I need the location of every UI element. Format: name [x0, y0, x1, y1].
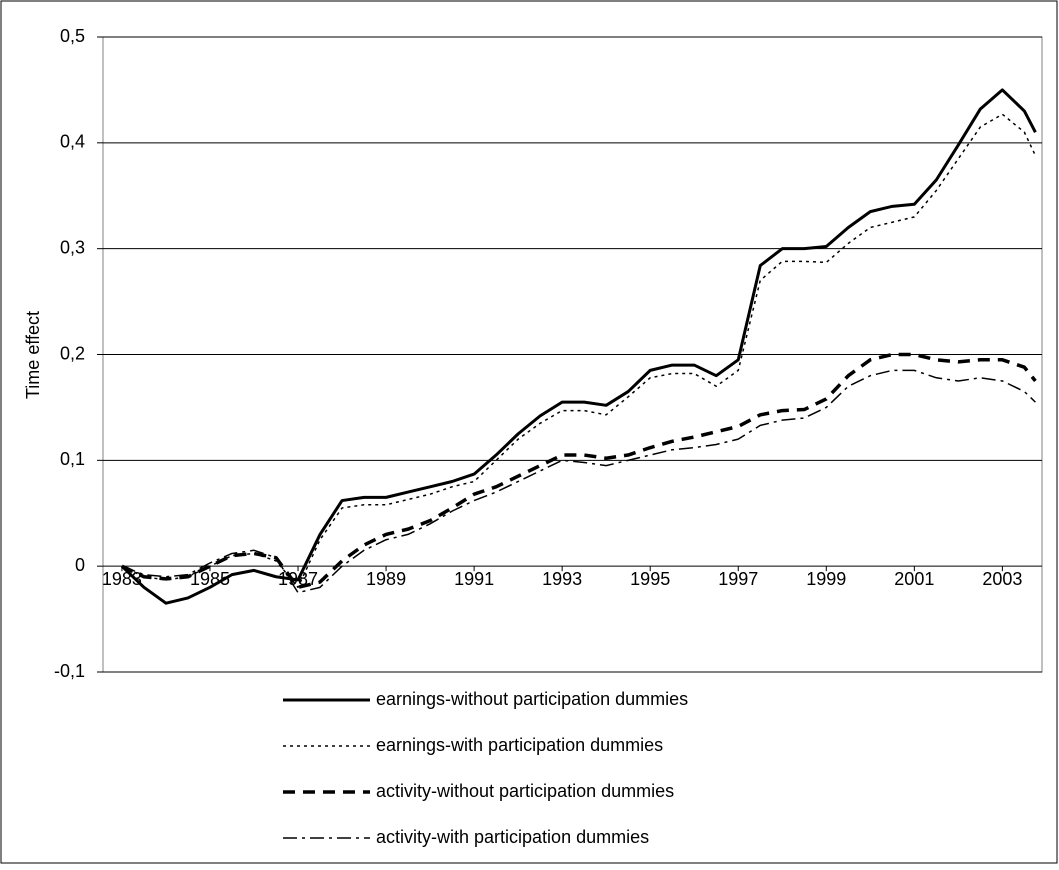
x-tick-label: 1993: [542, 569, 582, 589]
y-tick-label: 0,4: [60, 132, 85, 152]
legend-label: earnings-with participation dummies: [376, 735, 663, 755]
x-tick-label: 1991: [454, 569, 494, 589]
legend-label: earnings-without participation dummies: [376, 689, 688, 709]
y-axis-label: Time effect: [23, 311, 43, 399]
series-line: [120, 88, 1037, 605]
y-tick-label: 0: [75, 555, 85, 575]
x-tick-label: 1985: [190, 569, 230, 589]
x-tick-label: 1989: [366, 569, 406, 589]
y-tick-label: 0,2: [60, 343, 85, 363]
y-tick-label: 0,1: [60, 449, 85, 469]
y-tick-label: 0,3: [60, 237, 85, 257]
x-tick-label: 1997: [718, 569, 758, 589]
x-tick-label: 2001: [894, 569, 934, 589]
y-tick-label: 0,5: [60, 26, 85, 46]
series-line: [121, 369, 1036, 594]
y-tick-label: -0,1: [54, 661, 85, 681]
legend-label: activity-without participation dummies: [376, 781, 674, 801]
x-tick-label: 1995: [630, 569, 670, 589]
series-line: [121, 113, 1037, 589]
legend-label: activity-with participation dummies: [376, 827, 649, 847]
x-tick-label: 1999: [806, 569, 846, 589]
x-tick-label: 2003: [982, 569, 1022, 589]
